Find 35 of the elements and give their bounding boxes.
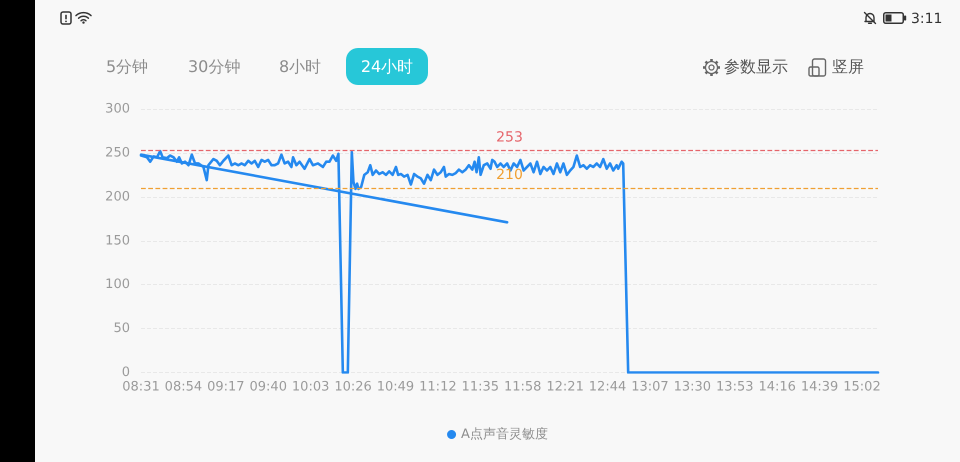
text: 竖屏 <box>832 57 864 77</box>
x-tick-label: 12:21 <box>546 380 584 394</box>
x-tick-label: 10:49 <box>376 380 414 394</box>
x-tick-label: 09:17 <box>207 380 245 394</box>
x-tick-label: 11:58 <box>504 380 542 394</box>
text: 3:11 <box>911 10 942 29</box>
x-tick-label: 11:12 <box>419 380 457 394</box>
y-tick-label: 250 <box>105 145 130 160</box>
ref-line-label: 210 <box>496 167 523 184</box>
x-tick-label: 13:53 <box>716 380 754 394</box>
x-tick-label: 09:40 <box>250 380 287 394</box>
y-tick-label: 200 <box>105 189 130 204</box>
x-tick-label: 08:54 <box>164 380 202 394</box>
y-tick-label: 300 <box>105 102 130 116</box>
x-tick-label: 15:02 <box>843 380 881 394</box>
x-tick-label: 10:03 <box>292 380 330 394</box>
x-tick-label: 13:30 <box>674 380 712 394</box>
x-tick-label: 14:39 <box>800 380 838 394</box>
text: 8小时 <box>279 57 322 77</box>
y-tick-label: 100 <box>105 277 130 292</box>
text: 30分钟 <box>188 57 240 77</box>
x-tick-label: 13:07 <box>631 380 669 394</box>
x-tick-label: 14:16 <box>758 380 796 394</box>
y-tick-label: 50 <box>113 321 130 336</box>
text: 参数显示 <box>724 57 788 77</box>
text: 24小时 <box>346 48 428 85</box>
legend-label: A点声音灵敏度 <box>461 426 548 442</box>
y-tick-label: 150 <box>105 233 130 248</box>
x-tick-label: 12:44 <box>588 380 626 394</box>
y-tick-label: 0 <box>122 365 130 380</box>
ref-line-label: 253 <box>496 129 523 146</box>
x-tick-label: 11:35 <box>462 380 500 394</box>
x-tick-label: 10:26 <box>334 380 372 394</box>
text: 5分钟 <box>106 57 148 77</box>
x-tick-label: 08:31 <box>122 380 160 394</box>
